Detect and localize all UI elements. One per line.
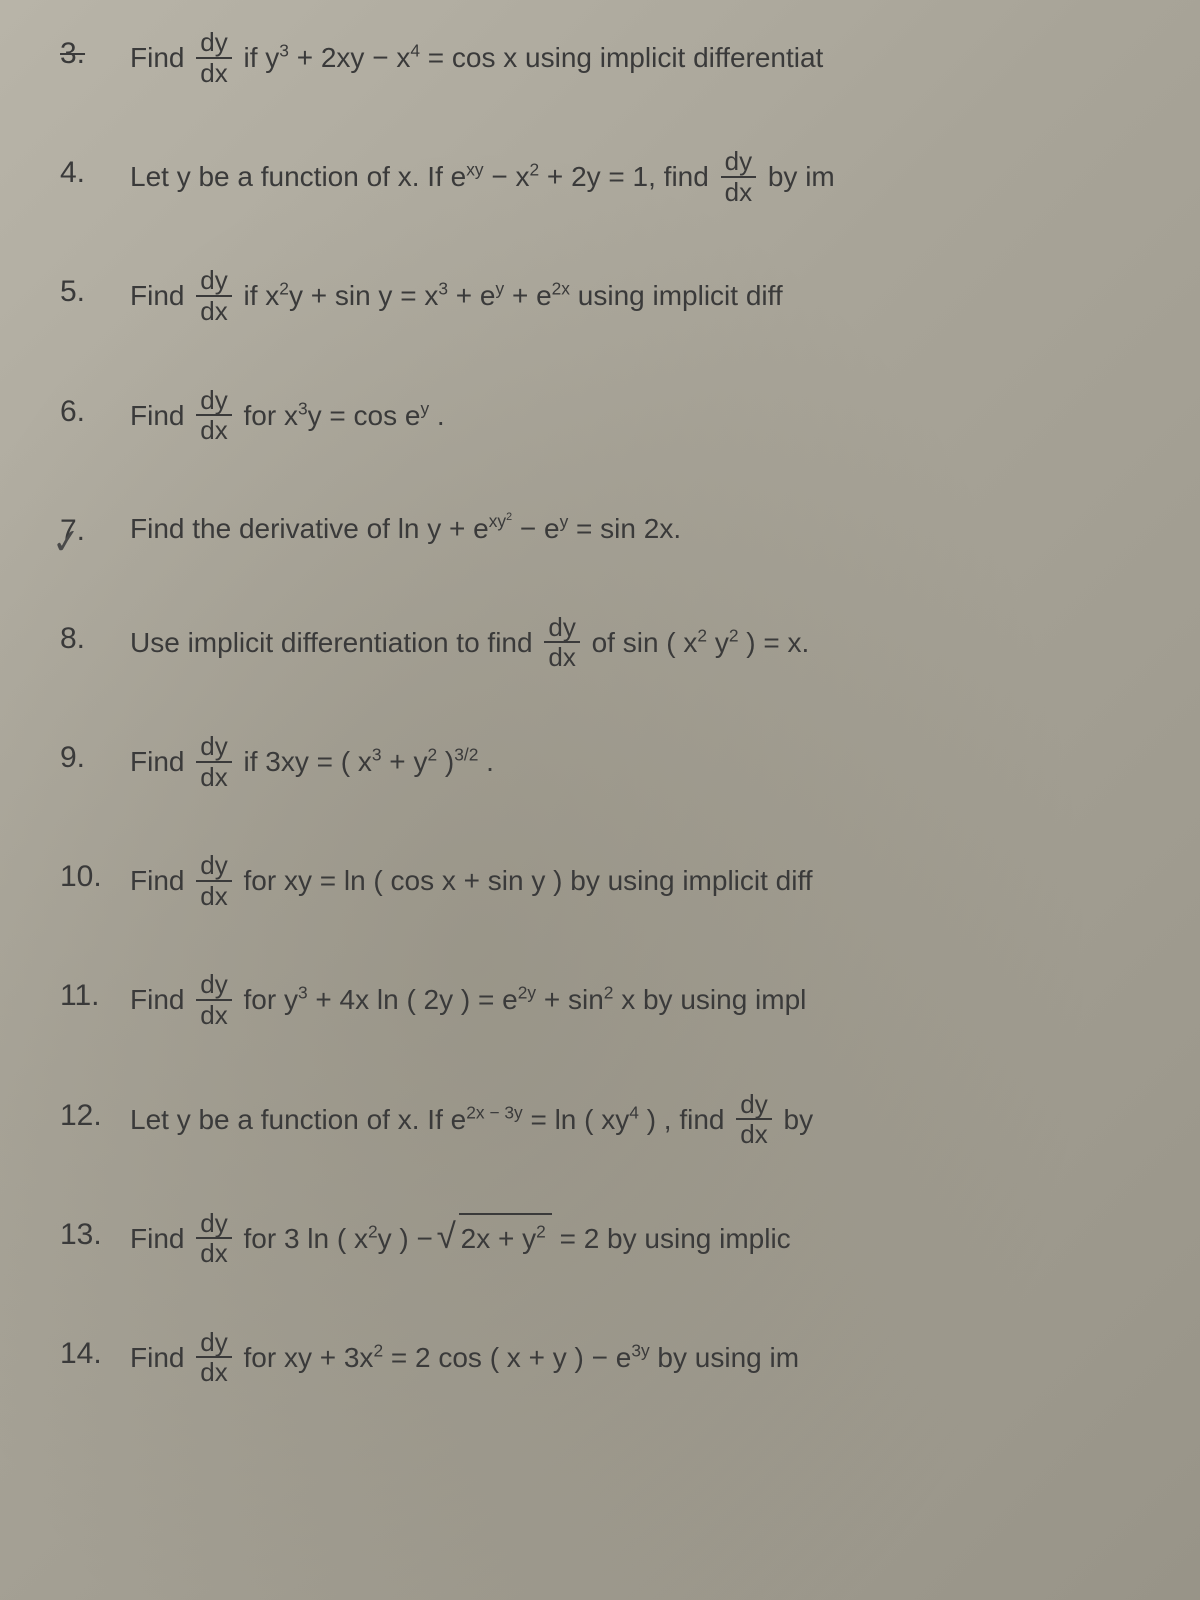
fraction-dy-dx: dydx <box>196 1211 231 1268</box>
fraction-denominator: dx <box>544 643 579 672</box>
problem-number: 8. <box>60 615 130 663</box>
fraction-numerator: dy <box>736 1092 771 1121</box>
problem-number: 12. <box>60 1092 130 1140</box>
fraction-dy-dx: dydx <box>196 734 231 791</box>
problem-text: Find dydx if y3 + 2xy − x4 = cos x using… <box>130 30 1200 89</box>
fraction-dy-dx: dydx <box>196 30 231 87</box>
fraction-denominator: dx <box>196 297 231 326</box>
problem-text: Find dydx for x3y = cos ey . <box>130 388 1200 447</box>
problem-number: 14. <box>60 1330 130 1378</box>
problem-number: 9. <box>60 734 130 782</box>
problem-text: Use implicit differentiation to find dyd… <box>130 615 1200 674</box>
fraction-denominator: dx <box>196 1001 231 1030</box>
fraction-numerator: dy <box>196 268 231 297</box>
problem-row: 6.Find dydx for x3y = cos ey . <box>60 388 1200 447</box>
problem-row: 4.Let y be a function of x. If exy − x2 … <box>60 149 1200 208</box>
problem-row: 3.Find dydx if y3 + 2xy − x4 = cos x usi… <box>60 30 1200 89</box>
problem-text: Let y be a function of x. If exy − x2 + … <box>130 149 1200 208</box>
problem-row: 14.Find dydx for xy + 3x2 = 2 cos ( x + … <box>60 1330 1200 1389</box>
problem-row: 10.Find dydx for xy = ln ( cos x + sin y… <box>60 853 1200 912</box>
problem-text: Find dydx for 3 ln ( x2y ) − 2x + y2 = 2… <box>130 1211 1200 1270</box>
problem-row: 5.Find dydx if x2y + sin y = x3 + ey + e… <box>60 268 1200 327</box>
problem-row: 7.✓Find the derivative of ln y + exy2 − … <box>60 507 1200 555</box>
fraction-dy-dx: dydx <box>736 1092 771 1149</box>
fraction-denominator: dx <box>736 1120 771 1149</box>
problem-text: Let y be a function of x. If e2x − 3y = … <box>130 1092 1200 1151</box>
problem-list: 3.Find dydx if y3 + 2xy − x4 = cos x usi… <box>60 30 1200 1389</box>
fraction-denominator: dx <box>196 882 231 911</box>
fraction-dy-dx: dydx <box>196 972 231 1029</box>
problem-row: 9.Find dydx if 3xy = ( x3 + y2 )3/2 . <box>60 734 1200 793</box>
fraction-numerator: dy <box>196 1211 231 1240</box>
fraction-dy-dx: dydx <box>721 149 756 206</box>
problem-row: 11.Find dydx for y3 + 4x ln ( 2y ) = e2y… <box>60 972 1200 1031</box>
problem-text: Find dydx for xy + 3x2 = 2 cos ( x + y )… <box>130 1330 1200 1389</box>
fraction-dy-dx: dydx <box>196 1330 231 1387</box>
problem-text: Find the derivative of ln y + exy2 − ey … <box>130 507 1200 552</box>
fraction-dy-dx: dydx <box>544 615 579 672</box>
problem-number: 10. <box>60 853 130 901</box>
fraction-denominator: dx <box>196 1358 231 1387</box>
fraction-denominator: dx <box>721 178 756 207</box>
problem-text: Find dydx if 3xy = ( x3 + y2 )3/2 . <box>130 734 1200 793</box>
fraction-dy-dx: dydx <box>196 853 231 910</box>
fraction-numerator: dy <box>721 149 756 178</box>
fraction-denominator: dx <box>196 1239 231 1268</box>
fraction-denominator: dx <box>196 763 231 792</box>
problem-number: 13. <box>60 1211 130 1259</box>
problem-number: 3. <box>60 30 130 78</box>
fraction-numerator: dy <box>196 972 231 1001</box>
fraction-denominator: dx <box>196 416 231 445</box>
problem-row: 12.Let y be a function of x. If e2x − 3y… <box>60 1092 1200 1151</box>
fraction-numerator: dy <box>196 853 231 882</box>
fraction-numerator: dy <box>196 30 231 59</box>
check-icon: ✓ <box>50 514 83 571</box>
fraction-numerator: dy <box>196 1330 231 1359</box>
problem-number: 11. <box>60 972 130 1020</box>
fraction-dy-dx: dydx <box>196 388 231 445</box>
fraction-dy-dx: dydx <box>196 268 231 325</box>
fraction-numerator: dy <box>544 615 579 644</box>
problem-row: 13.Find dydx for 3 ln ( x2y ) − 2x + y2 … <box>60 1211 1200 1270</box>
fraction-numerator: dy <box>196 388 231 417</box>
fraction-denominator: dx <box>196 59 231 88</box>
problem-number: 6. <box>60 388 130 436</box>
problem-row: 8.Use implicit differentiation to find d… <box>60 615 1200 674</box>
problem-text: Find dydx for y3 + 4x ln ( 2y ) = e2y + … <box>130 972 1200 1031</box>
problem-number: 4. <box>60 149 130 197</box>
problem-text: Find dydx for xy = ln ( cos x + sin y ) … <box>130 853 1200 912</box>
problem-number: 5. <box>60 268 130 316</box>
fraction-numerator: dy <box>196 734 231 763</box>
problem-text: Find dydx if x2y + sin y = x3 + ey + e2x… <box>130 268 1200 327</box>
